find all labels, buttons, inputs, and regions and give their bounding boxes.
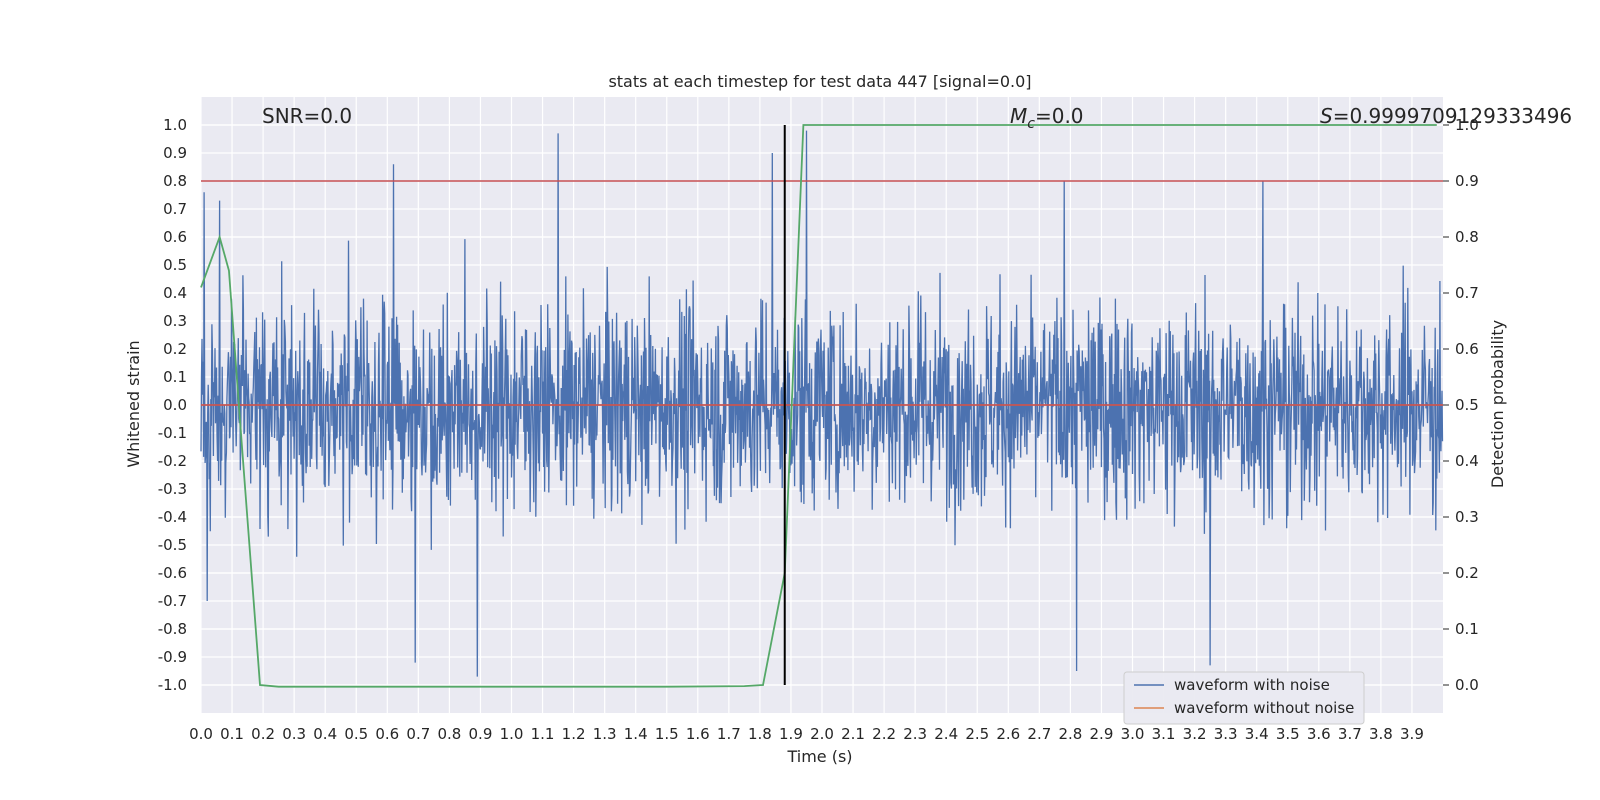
- x-tick-label: 0.4: [313, 725, 337, 743]
- y-tick-label: 0.4: [163, 284, 187, 302]
- y2-axis-label: Detection probability: [1488, 320, 1507, 488]
- x-tick-label: 2.4: [934, 725, 958, 743]
- x-tick-label: 0.5: [344, 725, 368, 743]
- y2-tick-label: 0.7: [1455, 284, 1479, 302]
- y-tick-label: 0.9: [163, 144, 187, 162]
- x-tick-label: 1.9: [779, 725, 803, 743]
- x-tick-label: 0.0: [189, 725, 213, 743]
- x-tick-label: 3.4: [1245, 725, 1269, 743]
- y2-tick-label: 0.3: [1455, 508, 1479, 526]
- mc-symbol: M: [1010, 104, 1027, 128]
- y2-tick-label: 0.2: [1455, 564, 1479, 582]
- x-tick-label: 2.7: [1027, 725, 1051, 743]
- mc-annotation: Mc=0.0: [1010, 104, 1084, 132]
- x-tick-label: 3.7: [1338, 725, 1362, 743]
- y-tick-label: -0.2: [158, 452, 187, 470]
- y-tick-label: 0.8: [163, 172, 187, 190]
- y-tick-label: -0.7: [158, 592, 187, 610]
- x-tick-label: 1.7: [717, 725, 741, 743]
- y-tick-label: -0.6: [158, 564, 187, 582]
- x-tick-label: 3.5: [1276, 725, 1300, 743]
- y-tick-label: -0.9: [158, 648, 187, 666]
- ticks: 0.0 0.1 0.2 0.3 0.4 0.5 0.6 0.7 0.8 0.9 1.0 1.1 1.2 1…: [158, 116, 1479, 743]
- y-tick-label: -0.5: [158, 536, 187, 554]
- x-tick-label: 2.0: [810, 725, 834, 743]
- x-tick-label: 2.5: [965, 725, 989, 743]
- x-tick-label: 1.1: [531, 725, 555, 743]
- x-tick-label: 1.3: [593, 725, 617, 743]
- x-tick-label: 3.0: [1121, 725, 1145, 743]
- y-tick-label: 0.6: [163, 228, 187, 246]
- s-annotation: S=0.9999709129333496: [1320, 104, 1572, 128]
- x-axis-label: Time (s): [786, 747, 852, 766]
- x-tick-label: 1.4: [624, 725, 648, 743]
- s-value: =0.9999709129333496: [1333, 104, 1572, 128]
- mc-value: =0.0: [1035, 104, 1084, 128]
- x-tick-label: 2.3: [903, 725, 927, 743]
- mc-subscript: c: [1027, 116, 1035, 132]
- y2-tick-label: 0.8: [1455, 228, 1479, 246]
- x-tick-label: 3.6: [1307, 725, 1331, 743]
- x-tick-label: 1.2: [562, 725, 586, 743]
- y-tick-label: 1.0: [163, 116, 187, 134]
- y2-tick-label: 0.6: [1455, 340, 1479, 358]
- y-tick-label: 0.5: [163, 256, 187, 274]
- y2-tick-label: 0.5: [1455, 396, 1479, 414]
- y-tick-label: 0.7: [163, 200, 187, 218]
- chart-title: stats at each timestep for test data 447…: [608, 72, 1031, 91]
- x-tick-label: 0.1: [220, 725, 244, 743]
- y-tick-label: -0.4: [158, 508, 187, 526]
- x-tick-label: 3.3: [1214, 725, 1238, 743]
- legend: waveform with noise waveform without noi…: [1123, 671, 1365, 725]
- x-tick-label: 2.6: [996, 725, 1020, 743]
- legend-label-noise: waveform with noise: [1174, 676, 1330, 694]
- series-layer: [200, 124, 1444, 688]
- x-tick-label: 3.1: [1152, 725, 1176, 743]
- s-symbol: S: [1320, 104, 1333, 128]
- series-waveform-with-noise: [200, 130, 1444, 677]
- legend-label-clean: waveform without noise: [1174, 699, 1354, 717]
- y-tick-label: 0.0: [163, 396, 187, 414]
- y-tick-label: -1.0: [158, 676, 187, 694]
- x-tick-label: 2.1: [841, 725, 865, 743]
- y2-tick-label: 1.0: [1455, 116, 1479, 134]
- y-tick-label: 0.3: [163, 312, 187, 330]
- x-tick-label: 1.5: [655, 725, 679, 743]
- x-tick-label: 2.2: [872, 725, 896, 743]
- x-tick-label: 0.9: [469, 725, 493, 743]
- y-tick-label: -0.3: [158, 480, 187, 498]
- x-tick-label: 0.7: [406, 725, 430, 743]
- x-tick-label: 3.8: [1369, 725, 1393, 743]
- x-tick-label: 2.8: [1058, 725, 1082, 743]
- x-tick-label: 0.8: [437, 725, 461, 743]
- x-tick-label: 1.6: [686, 725, 710, 743]
- snr-annotation: SNR=0.0: [262, 104, 352, 128]
- y-tick-label: -0.8: [158, 620, 187, 638]
- y-axis-label: Whitened strain: [124, 340, 143, 467]
- x-tick-label: 3.9: [1400, 725, 1424, 743]
- y-tick-label: -0.1: [158, 424, 187, 442]
- y-tick-label: 0.1: [163, 368, 187, 386]
- y2-tick-label: 0.0: [1455, 676, 1479, 694]
- x-tick-label: 0.3: [282, 725, 306, 743]
- x-tick-label: 3.2: [1183, 725, 1207, 743]
- x-tick-label: 0.6: [375, 725, 399, 743]
- y-tick-label: 0.2: [163, 340, 187, 358]
- x-tick-label: 1.8: [748, 725, 772, 743]
- x-tick-label: 0.2: [251, 725, 275, 743]
- legend-box: [1123, 671, 1365, 725]
- y2-tick-label: 0.9: [1455, 172, 1479, 190]
- x-tick-label: 1.0: [500, 725, 524, 743]
- x-tick-label: 2.9: [1090, 725, 1114, 743]
- y2-tick-label: 0.4: [1455, 452, 1479, 470]
- y2-tick-label: 0.1: [1455, 620, 1479, 638]
